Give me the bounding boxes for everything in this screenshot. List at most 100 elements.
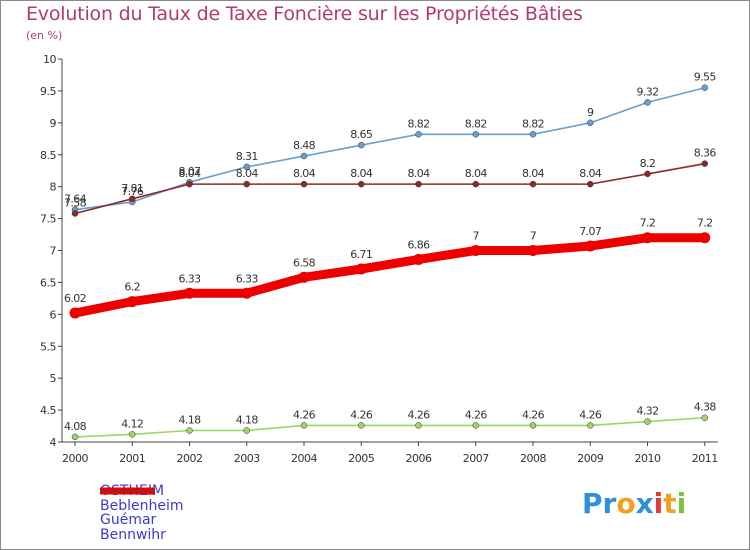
data-point <box>71 210 79 217</box>
legend-label-bennwihr: Bennwihr <box>100 526 166 543</box>
legend-item-bennwihr: Bennwihr <box>100 490 184 543</box>
data-label: 6.58 <box>293 256 316 269</box>
logo-letter: r <box>602 487 617 520</box>
x-tick-label: 2011 <box>692 452 718 465</box>
x-tick-label: 2001 <box>119 452 145 465</box>
y-tick-label: 4.5 <box>40 404 56 417</box>
data-point <box>243 427 250 434</box>
data-label: 7.2 <box>640 217 656 230</box>
data-label: 8.82 <box>522 117 544 130</box>
y-tick-label: 4 <box>50 436 57 449</box>
data-point <box>529 180 537 188</box>
y-tick-label: 6 <box>50 308 57 321</box>
data-point <box>415 422 422 429</box>
data-point <box>529 131 537 138</box>
data-label: 4.26 <box>579 408 602 421</box>
series-line-bennwihr <box>74 162 706 215</box>
y-tick-label: 5 <box>50 372 57 385</box>
data-label: 4.32 <box>636 405 658 418</box>
y-tick-label: 10 <box>43 53 56 66</box>
data-label: 4.26 <box>465 408 488 421</box>
data-label: 8.04 <box>236 167 259 180</box>
data-label: 8.04 <box>350 167 373 180</box>
data-label: 7 <box>530 230 537 243</box>
data-point <box>300 152 308 160</box>
data-label: 4.26 <box>522 408 545 421</box>
data-point <box>129 431 136 438</box>
series-line-guémar <box>74 416 706 438</box>
data-label: 6.71 <box>350 248 372 261</box>
data-label: 8.82 <box>407 117 429 130</box>
data-label: 7.76 <box>121 185 144 198</box>
data-label: 9 <box>587 106 594 119</box>
data-point <box>587 180 594 188</box>
data-point <box>71 433 79 441</box>
legend-item-beblenheim: Beblenheim <box>100 490 184 514</box>
data-point <box>415 131 422 138</box>
data-point <box>300 422 308 429</box>
data-label: 8.07 <box>178 165 201 178</box>
data-point <box>355 263 367 275</box>
logo-letter: t <box>663 487 677 520</box>
legend-item-guemar: Guémar <box>100 490 184 528</box>
logo-letter: o <box>616 487 636 520</box>
x-tick-label: 2006 <box>406 452 432 465</box>
y-tick-label: 6.5 <box>40 276 56 289</box>
data-label: 7 <box>473 230 480 243</box>
data-point <box>129 195 136 203</box>
data-label: 8.2 <box>640 157 656 170</box>
data-point <box>584 240 596 252</box>
logo-letter: i <box>653 487 664 520</box>
data-label: 9.55 <box>694 71 717 84</box>
data-point <box>587 422 594 429</box>
data-label: 6.2 <box>124 281 140 294</box>
data-point <box>69 307 81 319</box>
data-point <box>529 422 537 429</box>
data-label: 6.86 <box>407 238 430 251</box>
data-label: 4.26 <box>293 408 316 421</box>
legend: OSTHEIM Beblenheim Guémar Bennwihr <box>100 483 184 543</box>
data-point <box>701 84 708 91</box>
data-label: 8.04 <box>522 167 545 180</box>
data-point <box>642 232 653 244</box>
series-line-beblenheim <box>74 86 706 211</box>
x-tick-label: 2008 <box>520 452 546 465</box>
data-label: 8.48 <box>293 139 316 152</box>
data-point <box>241 287 253 299</box>
data-label: 8.31 <box>236 150 258 163</box>
data-point <box>470 245 482 256</box>
data-point <box>644 418 651 425</box>
data-label: 4.18 <box>236 414 259 427</box>
data-label: 6.33 <box>178 272 201 285</box>
data-point <box>587 119 594 127</box>
data-point <box>701 414 708 421</box>
proxiti-logo: Proxiti <box>582 487 686 520</box>
data-point <box>472 131 479 138</box>
data-point <box>472 422 479 429</box>
data-point <box>415 180 422 188</box>
y-tick-label: 5.5 <box>40 340 56 353</box>
y-tick-label: 7 <box>50 245 57 258</box>
data-label: 9.32 <box>636 85 658 98</box>
y-tick-label: 9.5 <box>40 85 56 98</box>
data-label: 4.08 <box>64 420 87 433</box>
data-point <box>472 180 479 188</box>
data-point <box>298 271 310 283</box>
data-point <box>300 180 308 188</box>
data-label: 6.02 <box>64 292 86 305</box>
data-label: 7.64 <box>64 193 87 206</box>
data-label: 4.38 <box>694 401 717 414</box>
x-tick-label: 2007 <box>463 452 489 465</box>
data-label: 8.04 <box>178 167 201 180</box>
series-line-ostheim <box>70 233 710 318</box>
legend-label-beblenheim: Beblenheim <box>100 497 184 514</box>
chart-title: Evolution du Taux de Taxe Foncière sur l… <box>26 3 583 25</box>
logo-letter: x <box>635 487 654 520</box>
data-label: 8.04 <box>579 167 602 180</box>
x-tick-label: 2002 <box>177 452 203 465</box>
y-tick-label: 8 <box>50 181 57 194</box>
data-point <box>413 253 424 265</box>
x-tick-label: 2004 <box>291 452 317 465</box>
data-label: 4.18 <box>178 414 201 427</box>
